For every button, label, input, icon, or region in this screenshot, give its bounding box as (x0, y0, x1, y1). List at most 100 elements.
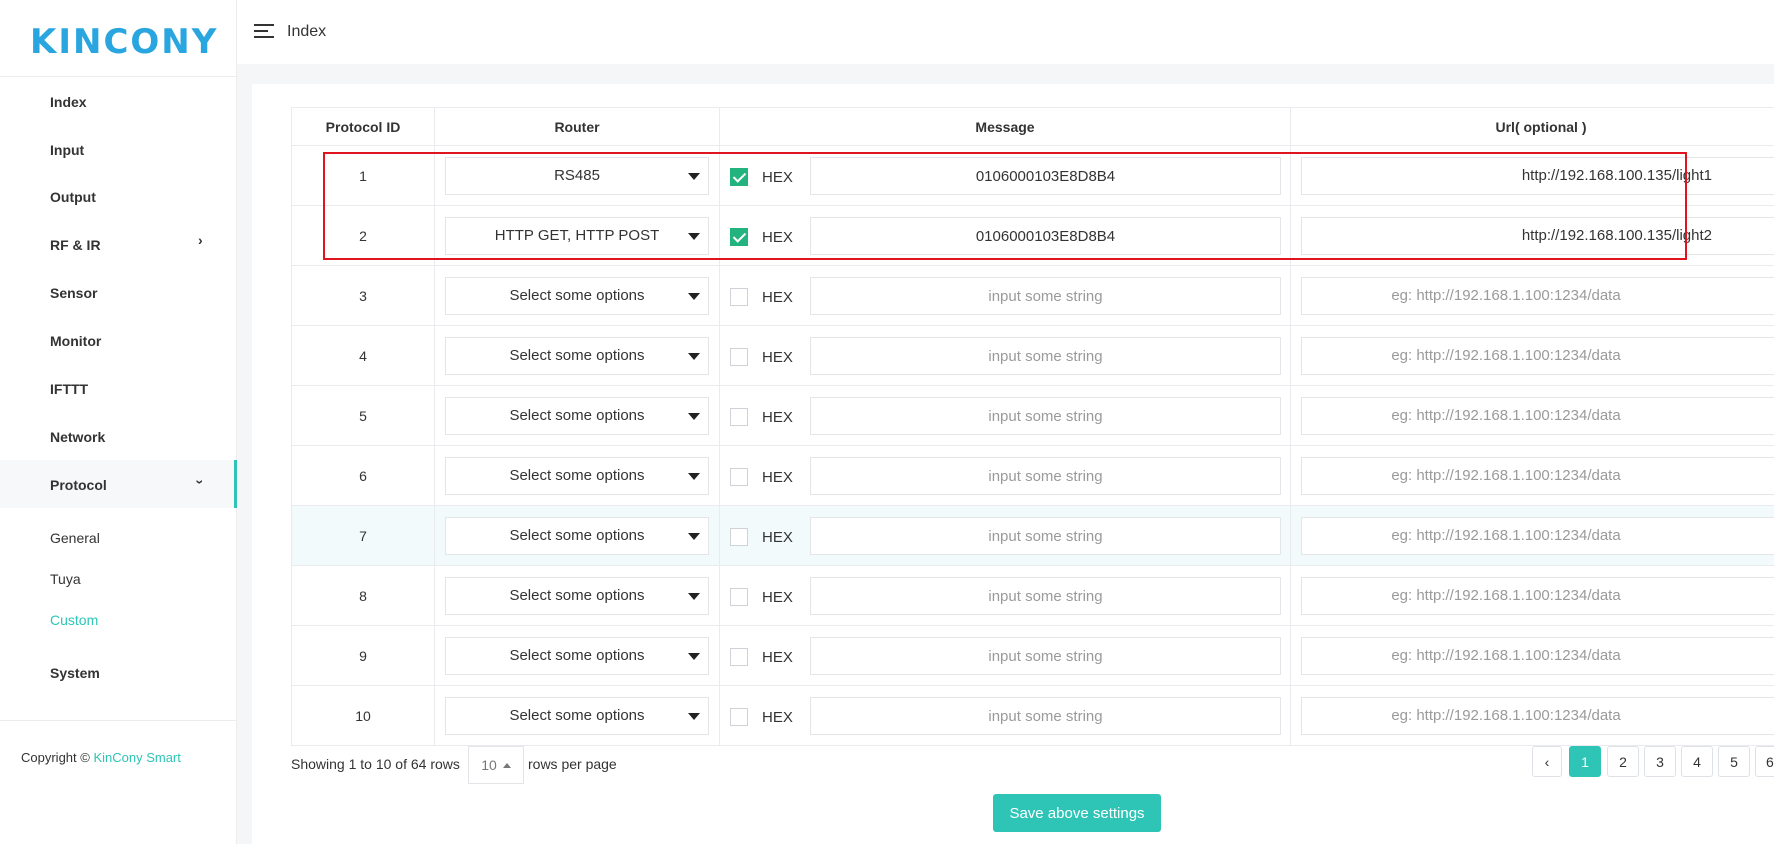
hex-label: HEX (762, 529, 793, 546)
caret-down-icon (688, 292, 700, 300)
hex-label: HEX (762, 409, 793, 426)
message-input-text: input some string (988, 467, 1103, 485)
hex-checkbox[interactable] (730, 408, 748, 426)
sidebar-item-index[interactable]: Index (50, 94, 87, 110)
pagination-page-4[interactable]: 4 (1681, 746, 1713, 777)
sidebar-item-protocol[interactable]: Protocol (50, 477, 107, 493)
page-title: Index (287, 23, 327, 40)
kincony-logo[interactable]: KINCONY (30, 22, 219, 62)
url-cell: eg: http://192.168.1.100:1234/data (1290, 325, 1774, 386)
pagination-page-3[interactable]: 3 (1644, 746, 1676, 777)
hex-checkbox[interactable] (730, 708, 748, 726)
url-input[interactable]: http://192.168.100.135/light2 (1301, 216, 1774, 255)
hex-checkbox[interactable] (730, 588, 748, 606)
protocol-id-cell: 7 (291, 505, 435, 566)
router-select[interactable]: HTTP GET, HTTP POST (445, 216, 709, 255)
router-select[interactable]: Select some options (445, 336, 709, 375)
sidebar-divider (0, 720, 237, 721)
header-router: Router (434, 107, 720, 146)
pagination-page-6[interactable]: 6 (1755, 746, 1774, 777)
protocol-id-cell: 8 (291, 565, 435, 626)
sidebar-subitem-general[interactable]: General (50, 530, 100, 546)
router-select[interactable]: Select some options (445, 576, 709, 615)
router-select[interactable]: Select some options (445, 396, 709, 435)
hex-label: HEX (762, 229, 793, 246)
sidebar-item-output[interactable]: Output (50, 189, 96, 205)
sidebar-item-monitor[interactable]: Monitor (50, 333, 102, 349)
caret-up-icon (502, 762, 511, 768)
rows-per-page-label: rows per page (528, 756, 617, 772)
table-row: 6 Select some options HEX input some string… (291, 445, 1774, 506)
router-select[interactable]: RS485 (445, 156, 709, 195)
sidebar-item-input[interactable]: Input (50, 142, 85, 158)
message-input-text: 0106000103E8D8B4 (975, 227, 1116, 245)
sidebar-subitem-tuya[interactable]: Tuya (50, 571, 81, 587)
message-input-text: input some string (988, 347, 1103, 365)
router-select[interactable]: Select some options (445, 636, 709, 675)
message-input[interactable]: input some string (810, 457, 1281, 495)
page-size-select[interactable]: 10 (468, 746, 524, 784)
protocol-id-cell: 3 (291, 265, 435, 326)
save-settings-button[interactable]: Save above settings (993, 794, 1161, 832)
message-cell: HEX input some string (719, 625, 1291, 686)
url-input[interactable]: eg: http://192.168.1.100:1234/data (1301, 276, 1774, 315)
url-input[interactable]: eg: http://192.168.1.100:1234/data (1301, 696, 1774, 735)
sidebar-item-ifttt[interactable]: IFTTT (50, 381, 89, 397)
url-input[interactable]: http://192.168.100.135/light1 (1301, 156, 1774, 195)
sidebar-item-system[interactable]: System (50, 665, 100, 681)
url-input[interactable]: eg: http://192.168.1.100:1234/data (1301, 456, 1774, 495)
chevron-down-icon: › (192, 479, 209, 485)
message-input[interactable]: input some string (810, 697, 1281, 735)
message-cell: HEX input some string (719, 445, 1291, 506)
table-body: 1 RS485 HEX 0106000103E8D8B4 http://192.168.… (291, 145, 1774, 746)
hex-checkbox[interactable] (730, 168, 748, 186)
hex-checkbox[interactable] (730, 468, 748, 486)
hex-checkbox[interactable] (730, 528, 748, 546)
hamburger-menu-icon[interactable] (254, 24, 274, 39)
router-select[interactable]: Select some options (445, 696, 709, 735)
sidebar-subitem-custom[interactable]: Custom (50, 612, 99, 628)
caret-down-icon (688, 472, 700, 480)
message-input[interactable]: 0106000103E8D8B4 (810, 217, 1281, 255)
url-cell: eg: http://192.168.1.100:1234/data (1290, 265, 1774, 326)
hex-checkbox[interactable] (730, 288, 748, 306)
hex-checkbox[interactable] (730, 648, 748, 666)
sidebar-item-rf-ir[interactable]: RF & IR (50, 237, 101, 253)
url-input-text: eg: http://192.168.1.100:1234/data (1391, 587, 1621, 604)
router-cell: RS485 (434, 145, 720, 206)
url-input-text: eg: http://192.168.1.100:1234/data (1391, 407, 1621, 424)
url-input[interactable]: eg: http://192.168.1.100:1234/data (1301, 336, 1774, 375)
copyright-brand-link[interactable]: KinCony Smart (93, 750, 181, 765)
sidebar-item-network[interactable]: Network (50, 429, 106, 445)
message-cell: HEX input some string (719, 385, 1291, 446)
message-input[interactable]: input some string (810, 277, 1281, 315)
url-input-text: eg: http://192.168.1.100:1234/data (1391, 707, 1621, 724)
message-input[interactable]: 0106000103E8D8B4 (810, 157, 1281, 195)
message-input[interactable]: input some string (810, 397, 1281, 435)
message-input[interactable]: input some string (810, 577, 1281, 615)
router-select[interactable]: Select some options (445, 276, 709, 315)
chevron-right-icon: › (198, 232, 203, 248)
url-cell: eg: http://192.168.1.100:1234/data (1290, 565, 1774, 626)
router-select[interactable]: Select some options (445, 456, 709, 495)
message-input[interactable]: input some string (810, 637, 1281, 675)
page-size-value: 10 (481, 757, 497, 773)
hex-checkbox[interactable] (730, 348, 748, 366)
url-input[interactable]: eg: http://192.168.1.100:1234/data (1301, 396, 1774, 435)
url-input[interactable]: eg: http://192.168.1.100:1234/data (1301, 636, 1774, 675)
hex-checkbox[interactable] (730, 228, 748, 246)
header-message: Message (719, 107, 1291, 146)
pagination-page-2[interactable]: 2 (1607, 746, 1639, 777)
pagination-page-1[interactable]: 1 (1569, 746, 1601, 777)
url-input[interactable]: eg: http://192.168.1.100:1234/data (1301, 516, 1774, 555)
message-input[interactable]: input some string (810, 337, 1281, 375)
sidebar-active-highlight (0, 460, 237, 508)
sidebar-item-sensor[interactable]: Sensor (50, 285, 98, 301)
pagination-page-5[interactable]: 5 (1718, 746, 1750, 777)
router-select[interactable]: Select some options (445, 516, 709, 555)
protocol-id-cell: 5 (291, 385, 435, 446)
message-input[interactable]: input some string (810, 517, 1281, 555)
pagination-prev-button[interactable]: ‹ (1532, 746, 1562, 777)
url-input[interactable]: eg: http://192.168.1.100:1234/data (1301, 576, 1774, 615)
caret-down-icon (688, 172, 700, 180)
